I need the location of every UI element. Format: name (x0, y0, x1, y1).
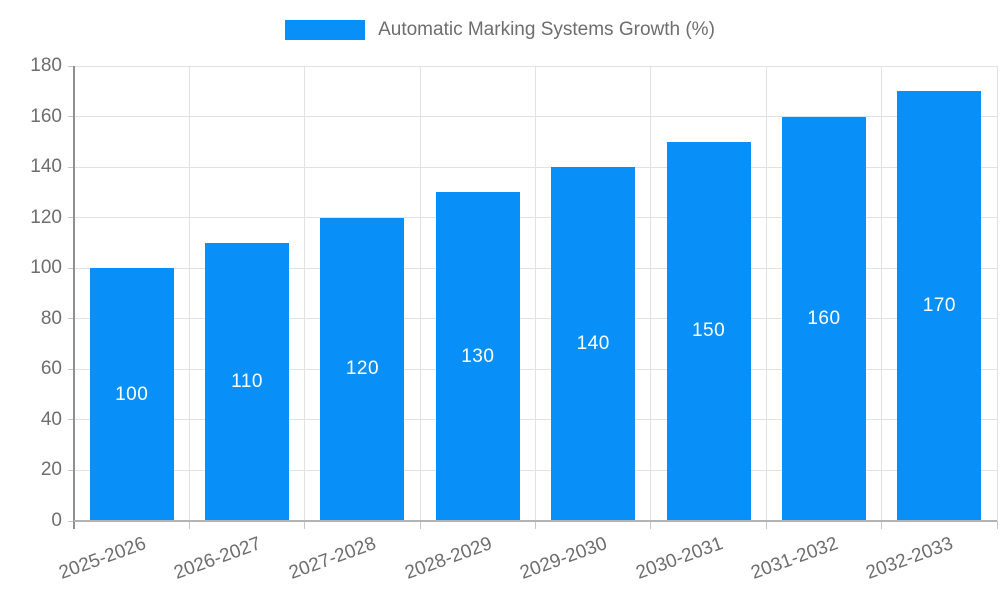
y-tick-label: 0 (51, 510, 62, 531)
x-tick (996, 521, 998, 529)
x-tick (535, 521, 536, 529)
bar[interactable] (205, 242, 290, 521)
y-tick-label: 20 (40, 459, 62, 481)
y-tick (68, 65, 74, 67)
bar-value-label: 110 (231, 370, 263, 392)
bar[interactable] (666, 141, 751, 521)
v-gridline (650, 66, 652, 521)
y-tick-label: 160 (30, 105, 62, 127)
v-gridline (765, 66, 767, 521)
y-tick (68, 217, 74, 219)
y-tick (68, 267, 74, 269)
bar-value-label: 150 (691, 320, 726, 342)
bar-value-label: 120 (345, 358, 380, 380)
x-tick (765, 521, 767, 529)
chart-legend[interactable]: Automatic Marking Systems Growth (%) (0, 16, 1000, 44)
v-gridline (996, 66, 998, 521)
legend-label[interactable]: Automatic Marking Systems Growth (%) (378, 19, 715, 40)
y-tick-label: 180 (30, 55, 62, 76)
y-tick (68, 469, 74, 471)
y-tick-label: 100 (30, 257, 62, 279)
y-tick-label: 140 (30, 156, 62, 178)
y-tick (68, 419, 74, 421)
y-tick (68, 368, 74, 370)
v-gridline (188, 66, 190, 521)
x-tick (304, 521, 306, 529)
y-tick-label: 60 (40, 358, 62, 380)
y-tick (68, 318, 74, 320)
bar[interactable] (320, 217, 405, 521)
bar[interactable] (781, 116, 866, 521)
y-tick-label: 120 (30, 206, 62, 228)
y-tick (68, 116, 74, 118)
bar-value-label: 170 (922, 295, 956, 317)
x-tick (419, 521, 421, 529)
bar-value-label: 140 (576, 333, 610, 355)
v-gridline (419, 66, 421, 521)
x-tick (881, 521, 883, 529)
bar[interactable] (897, 91, 982, 521)
bar-value-label: 130 (461, 345, 495, 367)
bar[interactable] (551, 167, 636, 521)
y-tick (68, 520, 74, 522)
bar-value-label: 100 (115, 383, 149, 405)
plot-area: 100 110 120 130 140 150 160 170 (74, 65, 998, 521)
v-gridline (881, 66, 883, 521)
v-gridline (304, 66, 306, 521)
bar[interactable] (435, 192, 520, 521)
y-tick-label: 80 (40, 307, 62, 329)
x-tick (650, 521, 652, 529)
v-gridline (535, 66, 536, 521)
x-axis-line (74, 520, 997, 522)
y-tick-label: 40 (40, 408, 62, 430)
y-axis-line (73, 66, 75, 529)
y-tick (68, 166, 74, 168)
x-tick (188, 521, 190, 529)
bar-value-label: 160 (807, 307, 841, 329)
bar[interactable] (89, 268, 174, 521)
legend-swatch[interactable] (285, 20, 366, 40)
